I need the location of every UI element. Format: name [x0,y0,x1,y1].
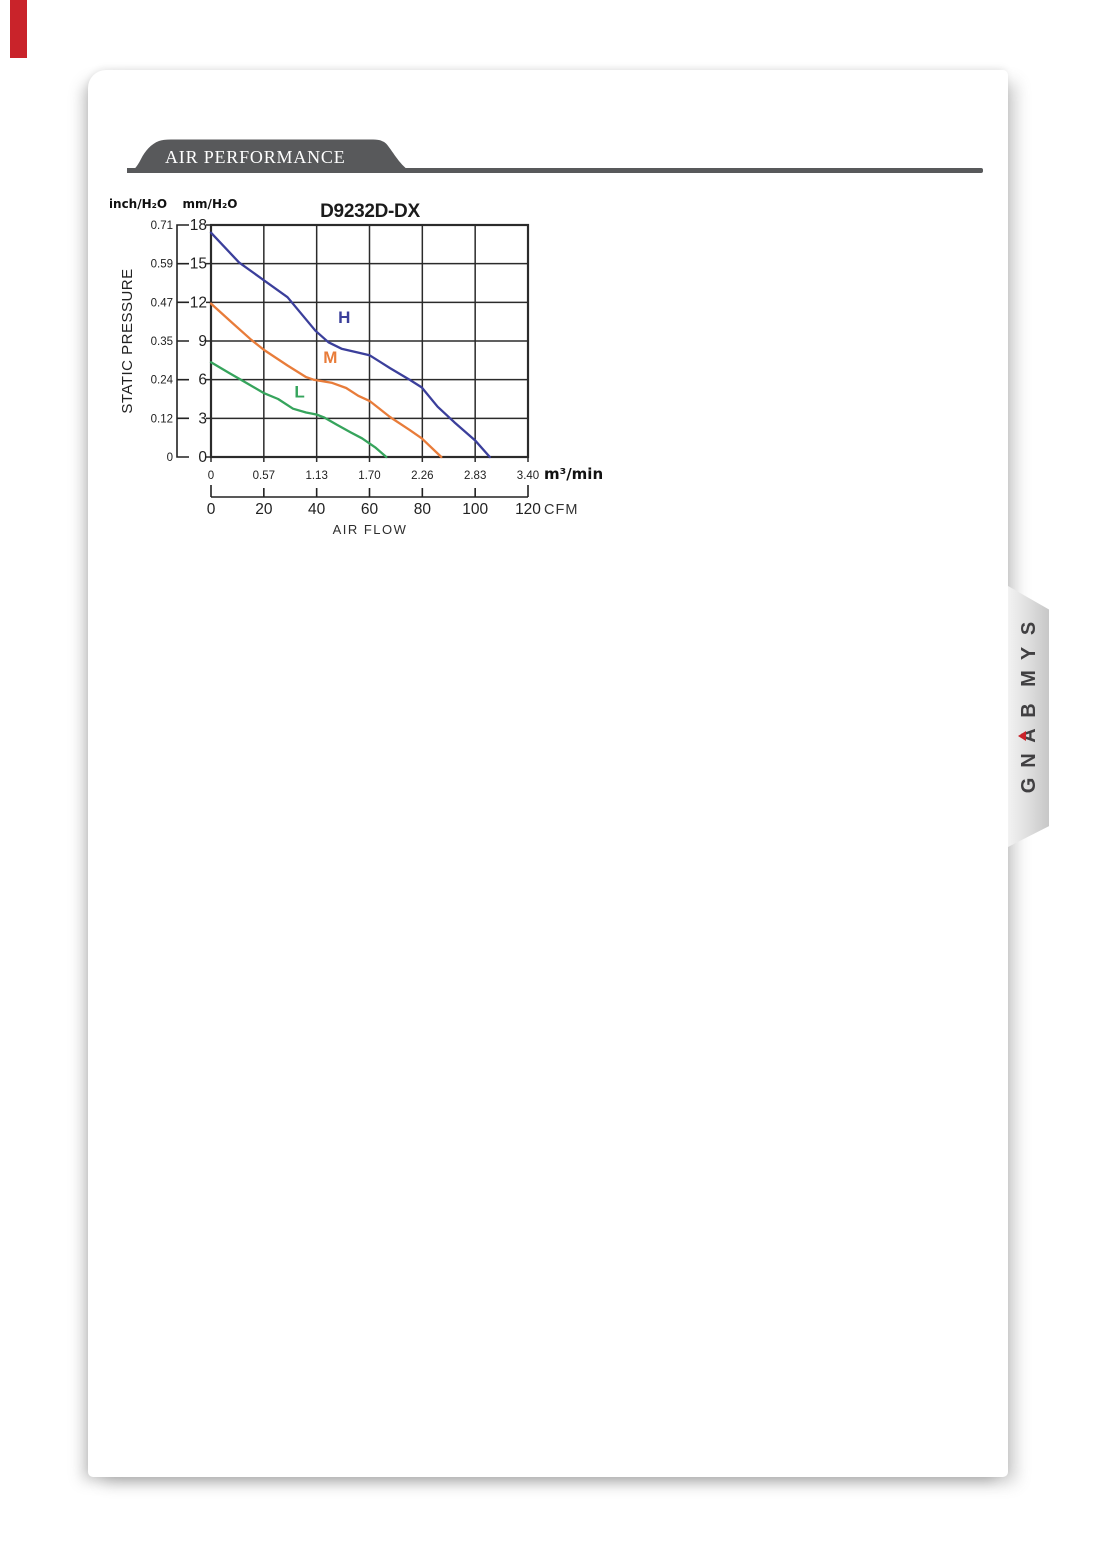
mm-tick: 0 [198,449,207,466]
chart-border [209,223,530,459]
m3min-tick: 1.13 [305,470,327,482]
m3min-tick: 2.26 [411,470,433,482]
mm-tick: 12 [190,294,207,311]
performance-chart: 0.71 0.59 0.47 0.35 0.24 0.12 0 18 15 12 9 6 3 0 inch/… [109,195,620,545]
m3min-tick: 2.83 [464,470,486,482]
brand-accent-triangle [1018,731,1026,741]
inch-tick: 0.35 [151,336,173,348]
brand-letter: G [1017,777,1040,794]
mm-tick: 3 [198,410,207,427]
m3min-tick: 0 [208,470,214,482]
cfm-tick: 40 [308,501,326,518]
cfm-tick: 0 [207,501,216,518]
mm-tick: 18 [190,217,207,234]
performance-chart-svg: 0.71 0.59 0.47 0.35 0.24 0.12 0 18 15 12 9 6 3 0 inch/… [109,197,603,537]
chart-title: D9232D-DX [320,201,420,222]
inch-tick: 0.12 [151,413,173,425]
inch-tick: 0.59 [151,259,173,271]
m3min-tick: 3.40 [517,470,539,482]
cfm-tick: 60 [361,501,379,518]
curve-L [209,361,388,459]
cfm-tick: 100 [462,501,488,518]
axis-label-static-pressure: STATIC PRESSURE [119,268,136,413]
inch-tick: 0 [167,452,173,464]
curve-H [209,231,491,459]
cfm-tick: 20 [255,501,273,518]
datasheet-page: AIR PERFORMANCE 0.71 0.59 0.47 0.35 0.24 0.12… [88,70,1008,1477]
inch-tick: 0.47 [151,297,173,309]
mm-unit-label: mm/H₂O [183,197,238,211]
y-axis-mm: 18 15 12 9 6 3 0 [190,217,208,466]
curve-label-M: M [323,348,337,367]
y-axis-inch: 0.71 0.59 0.47 0.35 0.24 0.12 0 [151,220,174,464]
axis-label-air-flow: AIR FLOW [333,522,408,537]
x-axis-m3min: 0 0.57 1.13 1.70 2.26 2.83 3.40 m³/min [208,465,603,483]
cfm-tick: 80 [414,501,432,518]
red-corner-mark [10,0,27,58]
m3min-tick: 1.70 [358,470,380,482]
section-banner: AIR PERFORMANCE [127,139,417,173]
m3min-unit-label: m³/min [544,465,603,483]
cfm-ruler [210,485,529,498]
mm-tick: 15 [190,256,207,273]
cfm-unit-label: CFM [544,502,578,518]
mm-tick: 9 [198,333,207,350]
curve-label-H: H [338,308,350,327]
cfm-tick: 120 [515,501,541,518]
inch-tick: 0.71 [151,220,173,232]
x-axis-cfm: 0 20 40 60 80 100 120 CFM [207,501,578,518]
inch-unit-label: inch/H₂O [110,197,167,211]
m3min-tick: 0.57 [253,470,275,482]
header-rule [127,168,983,173]
curve-label-L: L [294,383,304,402]
inch-scale-bracket [176,224,189,458]
curve-M [209,302,443,459]
mm-tick: 6 [198,372,207,389]
inch-tick: 0.24 [151,375,174,387]
section-title: AIR PERFORMANCE [165,146,346,167]
banner-shape [127,139,417,173]
